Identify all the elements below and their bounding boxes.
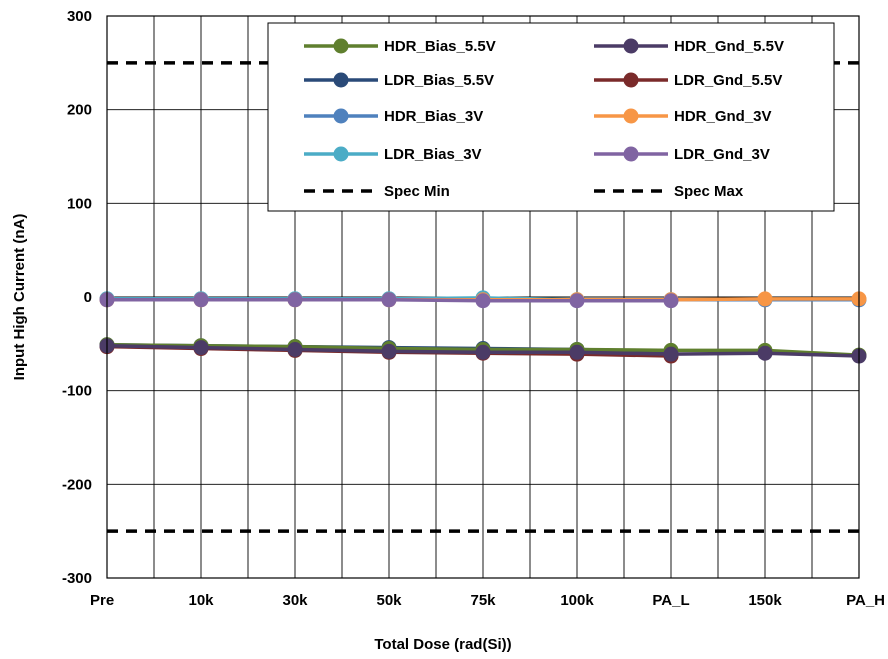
x-tick-label: PA_H: [846, 592, 885, 609]
series-HDR_Gnd_5.5V: [99, 338, 867, 364]
legend-item: HDR_Bias_3V: [304, 108, 483, 125]
plot-frame: [106, 15, 860, 579]
legend-label: Spec Min: [384, 183, 450, 200]
series-LDR_Gnd_3V: [99, 292, 679, 309]
x-tick-label: 100k: [560, 592, 594, 609]
data-point: [193, 292, 209, 308]
data-point: [381, 292, 397, 308]
y-tick-label: 0: [84, 289, 92, 306]
data-point: [569, 344, 585, 360]
data-point: [287, 341, 303, 357]
data-point: [757, 345, 773, 361]
legend-marker: [623, 38, 639, 54]
legend: HDR_Bias_5.5V HDR_Gnd_5.5V LDR_Bias_5.5V LD…: [267, 22, 835, 212]
data-point: [757, 291, 773, 307]
x-axis-ticks: Pre 10k 30k 50k 75k 100k PA_L 150k PA_H: [90, 592, 885, 609]
legend-item: LDR_Gnd_5.5V: [594, 72, 782, 89]
legend-item: HDR_Gnd_3V: [594, 108, 772, 125]
legend-label: LDR_Gnd_5.5V: [674, 72, 782, 89]
legend-label: Spec Max: [674, 183, 744, 200]
y-axis-title: Input High Current (nA): [11, 214, 28, 381]
y-tick-label: 300: [67, 8, 92, 25]
data-point: [475, 344, 491, 360]
legend-item: LDR_Bias_5.5V: [304, 72, 494, 89]
legend-label: LDR_Bias_3V: [384, 146, 482, 163]
legend-marker: [333, 108, 349, 124]
data-point: [663, 293, 679, 309]
legend-item: HDR_Bias_5.5V: [304, 38, 496, 55]
x-tick-label: PA_L: [652, 592, 689, 609]
legend-item: LDR_Gnd_3V: [594, 146, 770, 163]
y-tick-label: -100: [62, 383, 92, 400]
legend-label: HDR_Bias_5.5V: [384, 38, 496, 55]
legend-marker: [623, 146, 639, 162]
legend-label: LDR_Gnd_3V: [674, 146, 770, 163]
legend-item: HDR_Gnd_5.5V: [594, 38, 784, 55]
y-axis-ticks: 300 200 100 0 -100 -200 -300: [62, 8, 92, 587]
legend-item: LDR_Bias_3V: [304, 146, 482, 163]
data-point: [569, 293, 585, 309]
series-layer: [99, 61, 867, 533]
legend-item: Spec Min: [304, 183, 450, 200]
legend-marker: [623, 108, 639, 124]
data-point: [193, 340, 209, 356]
x-tick-label: 10k: [188, 592, 214, 609]
x-tick-label: 150k: [748, 592, 782, 609]
y-tick-label: 100: [67, 195, 92, 212]
data-point: [287, 292, 303, 308]
legend-label: HDR_Gnd_5.5V: [674, 38, 784, 55]
legend-marker: [623, 72, 639, 88]
legend-item: Spec Max: [594, 183, 744, 200]
legend-marker: [333, 38, 349, 54]
x-tick-label: 75k: [470, 592, 496, 609]
y-tick-label: -200: [62, 476, 92, 493]
legend-label: HDR_Bias_3V: [384, 108, 483, 125]
legend-label: LDR_Bias_5.5V: [384, 72, 494, 89]
legend-label: HDR_Gnd_3V: [674, 108, 772, 125]
data-point: [381, 343, 397, 359]
legend-marker: [333, 72, 349, 88]
legend-marker: [333, 146, 349, 162]
y-tick-label: 200: [67, 102, 92, 119]
x-axis-title: Total Dose (rad(Si)): [374, 636, 511, 653]
x-tick-label: 30k: [282, 592, 308, 609]
x-tick-label: Pre: [90, 592, 114, 609]
data-point: [475, 293, 491, 309]
x-tick-label: 50k: [376, 592, 402, 609]
y-tick-label: -300: [62, 570, 92, 587]
data-point: [663, 346, 679, 362]
